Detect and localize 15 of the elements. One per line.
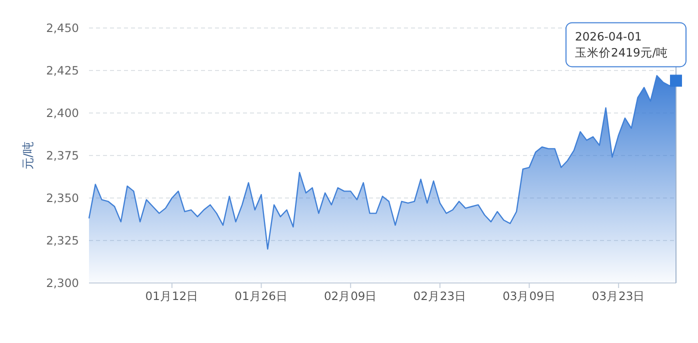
y-axis-title: 元/吨 xyxy=(21,141,35,170)
x-tick-label: 02月23日 xyxy=(413,289,467,303)
y-tick-label: 2,375 xyxy=(46,148,79,162)
y-tick-label: 2,350 xyxy=(46,191,79,205)
y-tick-label: 2,425 xyxy=(46,64,79,78)
x-tick-label: 01月12日 xyxy=(145,289,199,303)
y-tick-label: 2,300 xyxy=(46,276,79,290)
y-tick-label: 2,450 xyxy=(46,21,79,35)
x-tick-label: 02月09日 xyxy=(324,289,378,303)
annotation: 2026-04-01 玉米价2419元/吨 xyxy=(575,30,668,60)
y-tick-label: 2,400 xyxy=(46,106,79,120)
x-tick-label: 03月09日 xyxy=(502,289,556,303)
x-tick-label: 03月23日 xyxy=(592,289,646,303)
x-tick-label: 01月26日 xyxy=(234,289,288,303)
y-tick-label: 2,325 xyxy=(46,234,79,248)
